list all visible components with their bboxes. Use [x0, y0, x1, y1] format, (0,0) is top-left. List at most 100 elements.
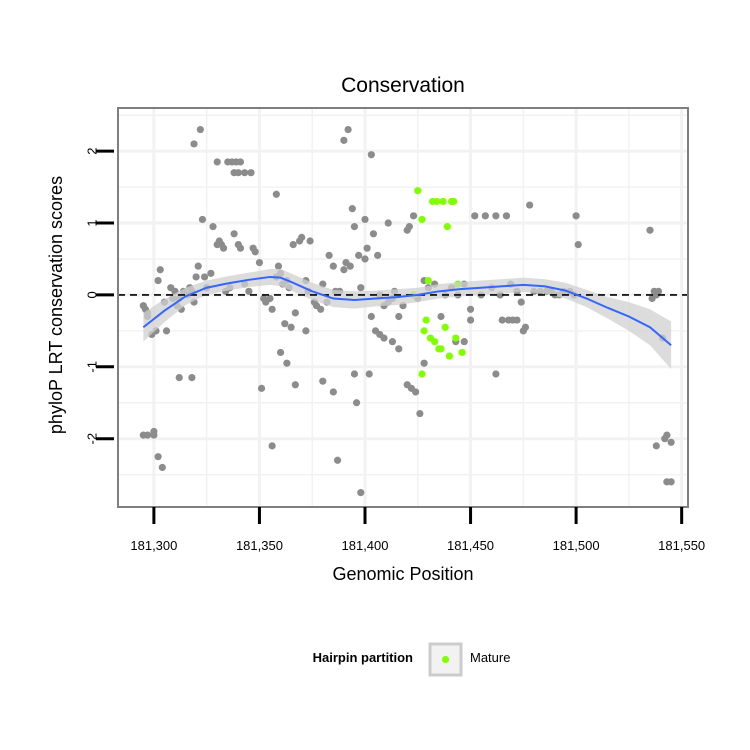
data-point: [268, 305, 276, 313]
data-point: [437, 312, 445, 321]
data-point: [340, 266, 348, 274]
plot-panel: [117, 107, 689, 508]
data-point: [519, 327, 527, 335]
mature-point: [458, 348, 466, 357]
data-point: [369, 230, 378, 238]
data-point: [384, 219, 392, 227]
data-point: [190, 140, 198, 148]
panel-border: [117, 107, 689, 508]
data-point: [667, 478, 675, 486]
x-tick-label: 181,300: [130, 538, 177, 553]
data-point: [355, 251, 363, 259]
data-point: [188, 373, 196, 382]
data-point: [513, 316, 521, 324]
data-point: [667, 438, 675, 446]
data-point: [498, 316, 506, 324]
data-point: [158, 463, 166, 472]
x-tick-label: 181,450: [447, 538, 494, 553]
data-point: [395, 312, 403, 321]
legend: Hairpin partition Mature: [313, 642, 510, 677]
data-point: [274, 262, 283, 270]
data-point: [198, 215, 207, 224]
data-point: [213, 158, 221, 166]
data-point: [466, 305, 475, 313]
data-point: [367, 151, 375, 159]
data-point: [646, 226, 654, 234]
data-point: [291, 309, 299, 317]
data-point: [361, 215, 369, 224]
x-tick-label: 181,550: [658, 538, 705, 553]
mature-point: [452, 334, 460, 342]
data-point: [574, 240, 582, 249]
y-axis-title: phyloP LRT conservation scores: [46, 176, 66, 434]
y-tick-label: 1: [84, 219, 99, 226]
data-point: [471, 212, 479, 220]
data-point: [251, 248, 259, 256]
data-point: [289, 240, 297, 249]
data-point: [652, 442, 660, 450]
data-point: [154, 276, 162, 285]
data-point: [361, 255, 369, 263]
data-point: [291, 381, 299, 389]
mature-point: [433, 197, 441, 206]
data-point: [298, 233, 306, 242]
mature-point: [437, 345, 445, 353]
data-point: [348, 205, 356, 213]
data-point: [319, 377, 327, 385]
data-point: [380, 334, 388, 342]
x-tick-label: 181,400: [342, 538, 389, 553]
data-point: [365, 370, 373, 378]
confidence-band: [143, 269, 672, 369]
data-point: [340, 136, 348, 144]
data-point: [317, 305, 325, 313]
mature-point: [431, 338, 439, 346]
data-point: [405, 223, 413, 231]
data-point: [257, 384, 266, 392]
data-point: [663, 431, 671, 439]
data-point: [266, 294, 274, 303]
data-point: [363, 244, 371, 252]
data-point: [333, 456, 342, 464]
data-point: [200, 273, 209, 281]
legend-title: Hairpin partition: [313, 650, 413, 665]
mature-point: [441, 323, 449, 331]
data-point: [207, 269, 215, 277]
data-point: [409, 212, 418, 220]
mature-point: [418, 215, 426, 224]
data-point: [209, 223, 217, 231]
data-point: [241, 169, 249, 177]
data-point: [395, 345, 403, 353]
data-point: [276, 348, 285, 357]
data-point: [352, 399, 361, 407]
data-point: [287, 323, 295, 331]
data-point: [329, 262, 337, 270]
mature-point: [420, 327, 428, 335]
data-point: [325, 251, 333, 259]
data-point: [367, 312, 375, 321]
data-point: [502, 212, 511, 220]
data-point: [306, 237, 314, 245]
y-axis: -2 -1 0 1 2: [84, 148, 114, 444]
data-point: [150, 427, 158, 436]
data-point: [357, 284, 365, 292]
x-tick-label: 181,500: [553, 538, 600, 553]
mature-point: [424, 276, 432, 285]
x-axis: 181,300 181,350 181,400 181,450 181,500 181,5…: [130, 507, 705, 553]
data-point: [460, 338, 468, 346]
data-point: [492, 212, 500, 220]
y-tick-label: -1: [84, 361, 99, 373]
data-point: [247, 169, 255, 177]
mature-point: [445, 352, 454, 360]
y-tick-label: 2: [84, 148, 99, 155]
data-point: [143, 431, 152, 439]
data-point: [517, 298, 525, 306]
data-point: [412, 388, 420, 396]
y-tick-label: 0: [84, 291, 99, 298]
data-point: [572, 212, 580, 220]
data-point: [654, 287, 663, 295]
x-tick-label: 181,350: [236, 538, 283, 553]
data-point: [194, 262, 202, 270]
data-point: [526, 201, 534, 209]
mature-point: [418, 370, 426, 378]
